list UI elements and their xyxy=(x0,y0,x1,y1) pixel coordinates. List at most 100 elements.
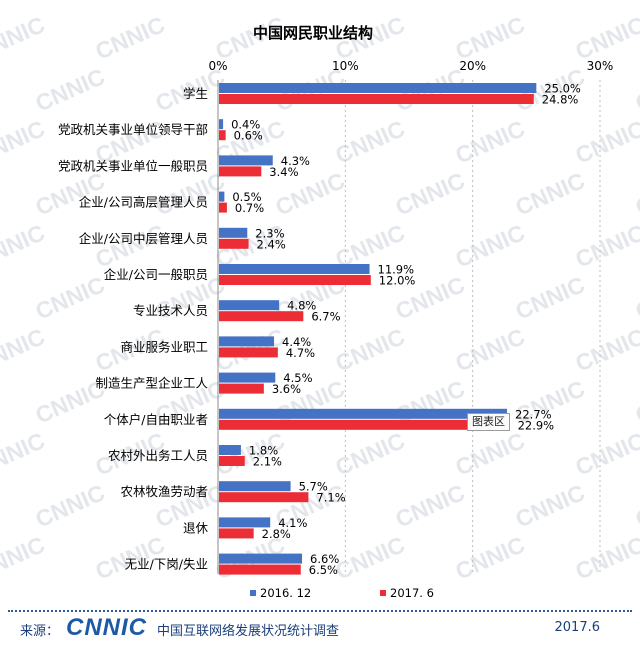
data-label-3-1: 0.7% xyxy=(235,201,264,215)
bar-8-1 xyxy=(219,383,264,394)
watermark-47: CNNIC xyxy=(631,375,640,428)
bar-11-0 xyxy=(219,481,291,492)
bar-7-1 xyxy=(219,347,278,358)
watermark-39: CNNIC xyxy=(331,323,408,376)
bar-10-1 xyxy=(219,456,245,466)
bar-2-1 xyxy=(219,166,262,177)
bar-6-1 xyxy=(219,311,304,322)
watermark-52: CNNIC xyxy=(451,427,528,480)
bar-5-0 xyxy=(219,264,370,274)
bar-0-0 xyxy=(219,83,537,93)
x-tick-label-0: 0% xyxy=(208,59,227,73)
report-date: 2017.6 xyxy=(554,620,601,635)
bar-9-1 xyxy=(219,419,510,430)
footer: 来源： CNNIC 中国互联网络发展状况统计调查 2017.6 xyxy=(0,600,640,648)
bar-12-0 xyxy=(219,517,271,528)
data-label-10-0: 1.8% xyxy=(249,444,278,458)
data-label-9-1: 22.9% xyxy=(518,418,555,432)
watermark-51: CNNIC xyxy=(331,427,408,480)
watermark-60: CNNIC xyxy=(0,531,49,584)
legend-swatch-0 xyxy=(250,590,256,596)
watermark-40: CNNIC xyxy=(451,323,528,376)
watermark-4: CNNIC xyxy=(451,11,528,64)
bar-12-1 xyxy=(219,528,254,539)
bar-0-1 xyxy=(219,94,534,104)
bar-3-1 xyxy=(219,202,227,213)
source-label: 来源： xyxy=(20,624,60,639)
watermark-53: CNNIC xyxy=(571,427,640,480)
bar-13-0 xyxy=(219,553,303,564)
watermark-1: CNNIC xyxy=(91,11,168,64)
watermark-15: CNNIC xyxy=(331,115,408,168)
watermark-6: CNNIC xyxy=(31,63,108,116)
watermark-63: CNNIC xyxy=(331,531,408,584)
bar-9-0 xyxy=(219,408,508,419)
watermark-16: CNNIC xyxy=(451,115,528,168)
data-label-10-1: 2.1% xyxy=(253,455,282,469)
category-label-2: 党政机关事业单位一般职员 xyxy=(58,158,208,173)
data-label-2-1: 3.4% xyxy=(269,165,298,179)
watermark-22: CNNIC xyxy=(511,167,588,220)
watermark-30: CNNIC xyxy=(31,271,108,324)
category-label-9: 个体户/自由职业者 xyxy=(104,412,208,427)
legend-label-0: 2016. 12 xyxy=(260,586,311,600)
watermark-34: CNNIC xyxy=(511,271,588,324)
bar-13-1 xyxy=(219,564,301,575)
data-label-13-1: 6.5% xyxy=(309,563,338,577)
data-label-0-1: 24.8% xyxy=(542,93,579,107)
watermark-11: CNNIC xyxy=(631,63,640,116)
watermark-21: CNNIC xyxy=(391,167,468,220)
data-label-7-0: 4.4% xyxy=(282,335,311,349)
watermark-0: CNNIC xyxy=(0,11,49,64)
data-label-8-0: 4.5% xyxy=(283,371,312,385)
watermark-41: CNNIC xyxy=(571,323,640,376)
category-label-3: 企业/公司高层管理人员 xyxy=(79,195,208,210)
category-label-0: 学生 xyxy=(183,86,208,101)
category-label-8: 制造生产型企业工人 xyxy=(95,376,208,391)
category-label-10: 农村外出务工人员 xyxy=(108,448,208,463)
category-label-4: 企业/公司中层管理人员 xyxy=(79,231,208,246)
watermark-17: CNNIC xyxy=(571,115,640,168)
data-label-5-1: 12.0% xyxy=(379,274,416,288)
data-label-0-0: 25.0% xyxy=(544,82,581,96)
category-label-1: 党政机关事业单位领导干部 xyxy=(58,122,208,137)
watermark-58: CNNIC xyxy=(511,479,588,532)
data-label-6-1: 6.7% xyxy=(311,310,340,324)
bar-7-0 xyxy=(219,336,275,347)
data-label-3-0: 0.5% xyxy=(232,190,261,204)
data-label-12-1: 2.8% xyxy=(262,527,291,541)
x-tick-label-1: 10% xyxy=(332,59,359,73)
gridlines xyxy=(217,80,601,574)
watermark-23: CNNIC xyxy=(631,167,640,220)
data-label-8-1: 3.6% xyxy=(272,382,301,396)
data-label-5-0: 11.9% xyxy=(378,263,415,277)
category-label-6: 专业技术人员 xyxy=(133,303,208,318)
data-label-9-0: 22.7% xyxy=(515,407,552,421)
watermark-35: CNNIC xyxy=(631,271,640,324)
watermark-12: CNNIC xyxy=(0,115,49,168)
bar-11-1 xyxy=(219,492,309,503)
x-tick-label-2: 20% xyxy=(459,59,486,73)
data-label-11-1: 7.1% xyxy=(316,491,345,505)
x-axis-ticks: 0% 10% 20% 30% xyxy=(208,59,613,73)
data-label-4-1: 2.4% xyxy=(257,237,286,251)
category-labels: 学生党政机关事业单位领导干部党政机关事业单位一般职员企业/公司高层管理人员企业/… xyxy=(58,86,209,572)
data-label-12-0: 4.1% xyxy=(278,516,307,530)
watermark-64: CNNIC xyxy=(451,531,528,584)
watermark-57: CNNIC xyxy=(391,479,468,532)
watermark-54: CNNIC xyxy=(31,479,108,532)
bar-5-1 xyxy=(219,275,371,285)
data-label-7-1: 4.7% xyxy=(286,346,315,360)
chart-title: 中国网民职业结构 xyxy=(253,24,373,42)
cnnic-logo: CNNIC xyxy=(66,614,147,641)
legend-swatch-1 xyxy=(380,590,386,596)
watermark-65: CNNIC xyxy=(571,531,640,584)
category-label-11: 农林牧渔劳动者 xyxy=(120,484,208,499)
data-label-1-0: 0.4% xyxy=(231,118,260,132)
bar-4-1 xyxy=(219,238,249,249)
category-label-5: 企业/公司一般职员 xyxy=(104,267,208,282)
report-name: 中国互联网络发展状况统计调查 xyxy=(157,624,340,639)
watermark-24: CNNIC xyxy=(0,219,49,272)
data-label-1-1: 0.6% xyxy=(234,129,263,143)
